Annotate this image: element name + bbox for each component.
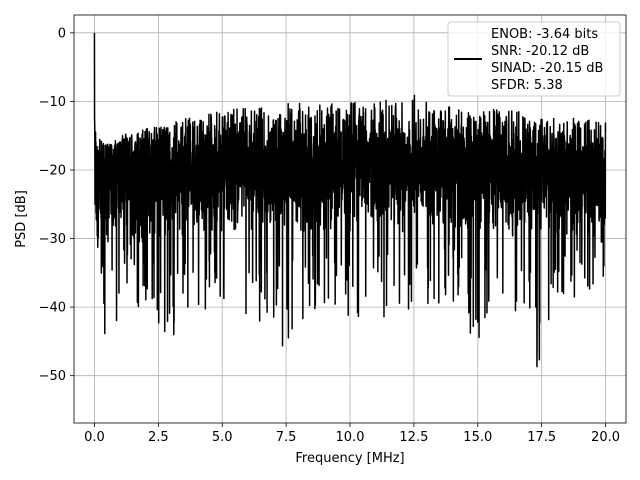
x-tick-label: 20.0	[591, 430, 620, 445]
x-tick-label: 5.0	[212, 430, 233, 445]
y-tick-label: −20	[39, 163, 66, 178]
x-tick-label: 0.0	[84, 430, 105, 445]
x-axis-label: Frequency [MHz]	[295, 451, 404, 466]
psd-trace	[93, 32, 607, 368]
x-tick-label: 7.5	[276, 430, 297, 445]
x-tick-label: 15.0	[463, 430, 492, 445]
x-tick-label: 2.5	[148, 430, 169, 445]
y-axis-label: PSD [dB]	[14, 190, 29, 248]
legend-box	[447, 21, 621, 97]
x-tick-label: 10.0	[336, 430, 365, 445]
legend-entry-sfdr: SFDR: 5.38	[491, 78, 563, 93]
y-tick-label: −30	[39, 232, 66, 247]
y-tick-label: 0	[58, 26, 66, 41]
legend: ENOB: -3.64 bits SNR: -20.12 dB SINAD: -…	[447, 21, 621, 97]
y-tick-label: −50	[39, 369, 66, 384]
x-tick-label: 17.5	[527, 430, 556, 445]
ticks-layer: 0.0 2.5 5.0 7.5 10.0 12.5 15.0 17.5 20.0 0 −10 −20 −…	[39, 26, 620, 445]
legend-entry-enob: ENOB: -3.64 bits	[491, 27, 598, 42]
legend-entry-sinad: SINAD: -20.15 dB	[491, 61, 603, 76]
y-tick-label: −10	[39, 95, 66, 110]
data-layer	[93, 32, 607, 368]
x-tick-label: 12.5	[399, 430, 428, 445]
y-tick-label: −40	[39, 301, 66, 316]
legend-entry-snr: SNR: -20.12 dB	[491, 44, 589, 59]
